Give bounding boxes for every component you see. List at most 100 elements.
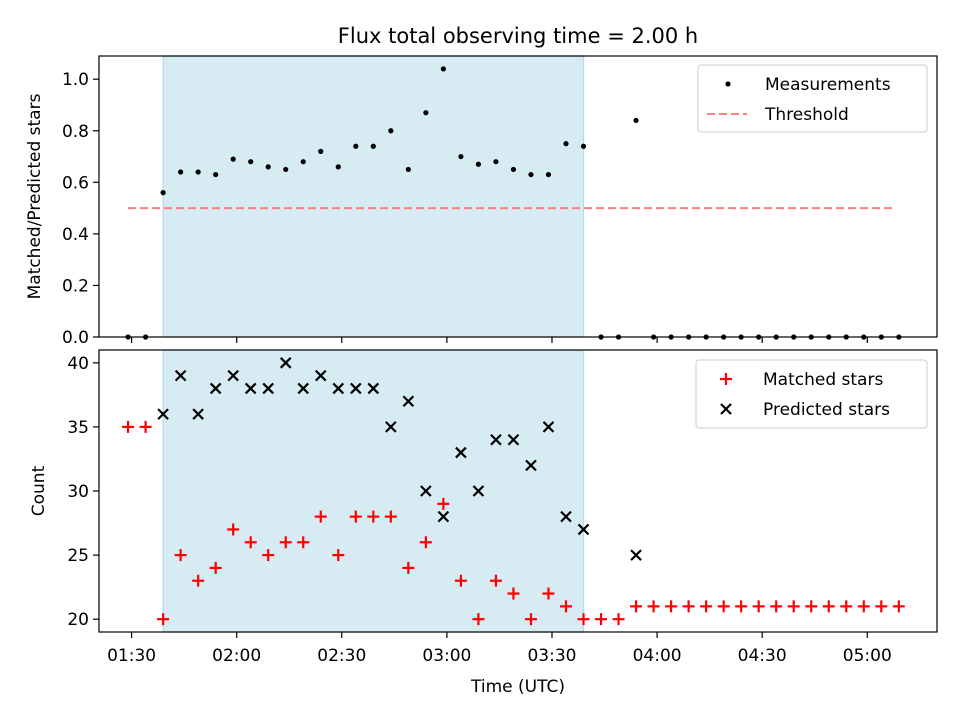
legend-matched-label: Matched stars [763,370,883,390]
matched-star-marker [559,600,572,613]
matched-star-marker [227,523,240,536]
measurement-point [388,128,394,134]
matched-star-marker [892,600,905,613]
predicted-star-marker [157,408,169,420]
measurement-point [265,164,271,170]
measurement-point [545,171,552,178]
measurement-point [318,148,324,154]
matched-star-marker [402,561,415,574]
matched-star-marker [262,549,275,562]
predicted-star-marker [262,382,274,395]
matched-star-marker [875,600,888,613]
measurement-points [125,66,902,340]
matched-star-marker [507,587,520,600]
predicted-star-marker [367,382,380,395]
top-y-tick-label: 0.8 [62,122,89,142]
x-tick-label: 05:00 [843,646,892,666]
predicted-star-marker [577,523,590,536]
matched-star-marker [122,420,135,433]
top-y-tick-label: 0.6 [62,173,89,193]
top-x-ticks [130,337,868,343]
predicted-star-marker [490,433,502,446]
x-axis-label: Time (UTC) [470,677,565,697]
predicted-star-marker [174,369,187,382]
matched-star-marker [332,549,345,562]
predicted-star-marker [209,382,222,395]
measurement-point [213,171,219,178]
matched-star-marker [174,549,187,562]
predicted-star-marker [542,421,555,433]
measurement-point [458,153,464,160]
predicted-star-marker [472,485,485,497]
legend-measurements-swatch [725,81,731,87]
predicted-star-marker [297,382,310,395]
matched-star-marker [770,600,783,613]
measurement-point [370,143,376,149]
matched-star-marker [630,600,643,613]
predicted-star-marker [402,395,415,408]
measurement-point [423,110,429,116]
measurement-point [178,169,184,175]
matched-star-marker [297,536,310,549]
bottom-y-ticks: 20 25 30 35 40 [67,354,99,630]
top-y-tick-label: 0.0 [62,328,89,348]
top-shaded-interval [162,55,585,338]
matched-star-marker [665,600,678,613]
matched-star-marker [419,536,432,549]
measurement-point [633,117,639,124]
matched-star-marker [157,613,170,626]
legend-predicted-label: Predicted stars [763,400,890,420]
matched-star-marker [384,510,397,523]
measurement-point [475,161,482,167]
measurement-point [283,166,289,173]
measurement-point [563,141,569,147]
matched-star-marker [524,613,537,626]
measurement-point [195,169,201,175]
matched-star-marker [192,574,205,587]
matched-star-marker [244,536,257,549]
bottom-legend: Matched stars Predicted stars [695,359,928,429]
legend-measurements-label: Measurements [765,75,891,95]
matched-star-marker [279,536,292,549]
x-tick-label: 04:00 [633,646,682,666]
bottom-y-tick-label: 30 [67,482,89,502]
matched-star-marker [542,587,555,600]
bottom-y-tick-label: 25 [67,546,89,566]
chart-title: Flux total observing time = 2.00 h [338,24,698,48]
measurement-point [300,159,306,165]
matched-star-marker [577,613,590,626]
matched-star-marker [700,600,713,613]
top-y-ticks: 0.0 0.2 0.4 0.6 0.8 1.0 [62,70,99,348]
predicted-star-marker [244,382,257,395]
top-y-tick-label: 1.0 [62,70,89,90]
predicted-star-marker [350,382,362,395]
matched-star-marker [612,613,625,626]
predicted-star-marker [455,446,467,459]
x-tick-label: 03:30 [527,646,576,666]
bottom-shaded-interval [162,349,585,633]
matched-star-marker [787,600,800,613]
top-panel: 0.0 0.2 0.4 0.6 0.8 1.0 Matched/Predicted sta… [25,55,938,348]
x-tick-label: 01:30 [107,646,156,666]
measurement-point [353,143,359,149]
matched-star-marker [752,600,765,613]
matched-star-marker [314,510,327,523]
predicted-star-marker [525,459,537,472]
measurement-point [528,171,534,178]
measurement-point [248,159,254,165]
bottom-y-tick-label: 40 [67,354,89,374]
top-legend: Measurements Threshold [697,64,928,133]
legend-matched-swatch [720,373,732,385]
top-y-tick-label: 0.4 [62,225,89,245]
predicted-star-marker [560,510,572,523]
measurement-point [230,156,236,162]
x-tick-label: 02:30 [317,646,366,666]
bottom-legend-box [695,359,928,429]
predicted-star-marker [279,357,292,369]
matched-star-marker [822,600,835,613]
predicted-star-marker [192,408,204,420]
matched-star-marker [857,600,870,613]
bottom-x-ticks: 01:30 02:00 02:30 03:00 03:30 04:00 04:30 05:00 [107,632,892,666]
matched-star-marker [437,497,450,510]
